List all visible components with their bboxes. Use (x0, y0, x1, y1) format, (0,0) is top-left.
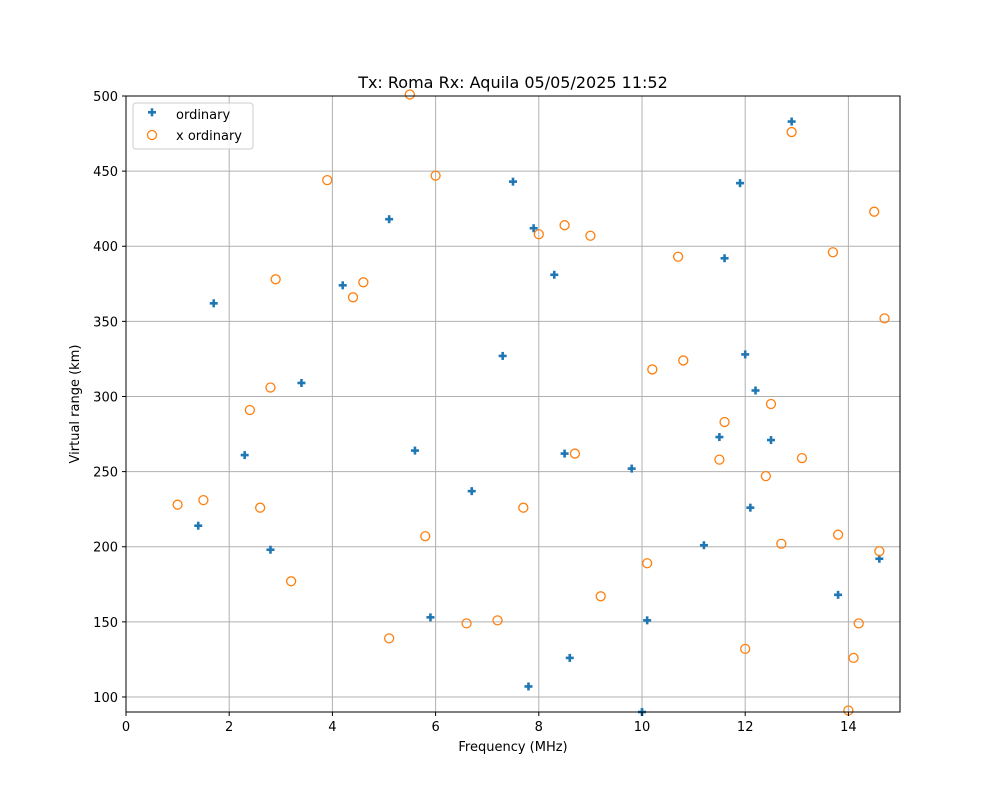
y-tick-label: 350 (93, 315, 118, 330)
y-tick-label: 300 (93, 390, 118, 405)
legend-box (132, 102, 254, 150)
x-axis-ticks: 0 2 4 6 8 10 12 14 (122, 712, 857, 735)
y-tick-label: 150 (93, 616, 118, 631)
x-tick-label: 12 (737, 720, 754, 735)
y-tick-label: 450 (93, 165, 118, 180)
grid-lines (126, 96, 900, 712)
legend: ordinary x ordinary (132, 102, 254, 150)
chart-title: Tx: Roma Rx: Aquila 05/05/2025 11:52 (357, 73, 668, 92)
y-axis-ticks: 100 150 200 250 300 350 400 450 500 (93, 90, 126, 706)
x-tick-label: 8 (535, 720, 543, 735)
y-tick-label: 500 (93, 90, 118, 105)
legend-label-ordinary: ordinary (176, 108, 230, 123)
plot-frame (125, 95, 901, 713)
legend-plus-icon (148, 108, 156, 117)
data-points (172, 89, 890, 716)
x-tick-label: 10 (634, 720, 651, 735)
x-tick-label: 14 (840, 720, 857, 735)
legend-label-x-ordinary: x ordinary (176, 129, 242, 144)
x-tick-label: 6 (431, 720, 439, 735)
y-tick-label: 200 (93, 541, 118, 556)
x-tick-label: 2 (225, 720, 233, 735)
y-axis-label: Virtual range (km) (68, 345, 83, 464)
series-x-ordinary (172, 89, 890, 716)
y-tick-label: 100 (93, 691, 118, 706)
legend-circle-icon (146, 129, 158, 141)
y-tick-label: 400 (93, 240, 118, 255)
y-tick-label: 250 (93, 466, 118, 481)
x-tick-label: 0 (122, 720, 130, 735)
x-tick-label: 4 (328, 720, 336, 735)
series-ordinary (194, 117, 884, 716)
x-axis-label: Frequency (MHz) (458, 740, 567, 755)
